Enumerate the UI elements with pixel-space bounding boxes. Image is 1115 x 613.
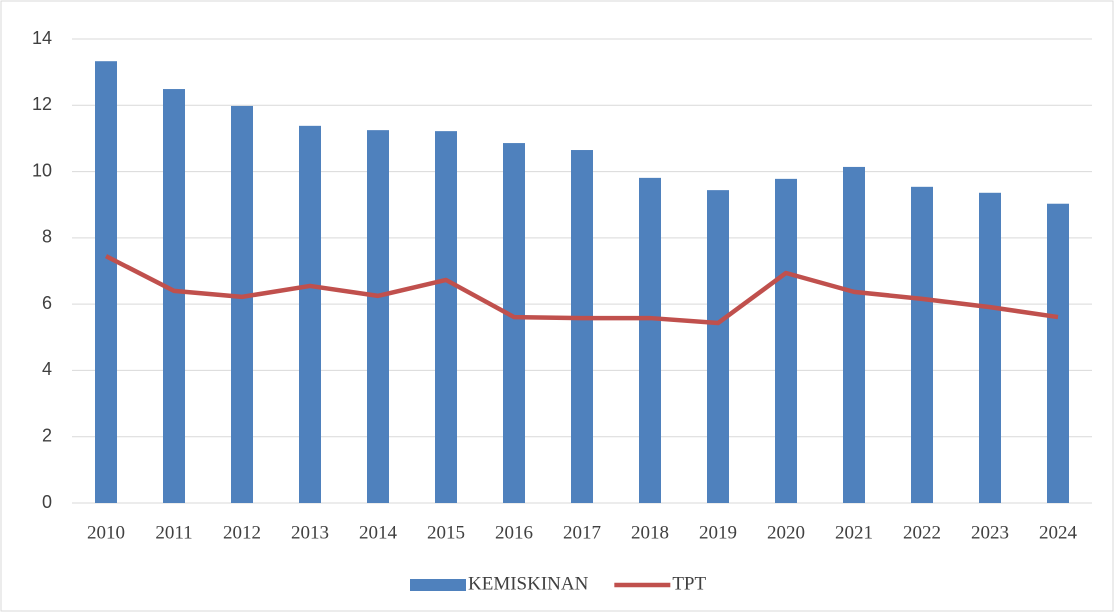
x-tick-label: 2023 — [971, 522, 1009, 543]
bar — [503, 143, 525, 503]
x-tick-label: 2014 — [359, 522, 398, 543]
x-tick-label: 2016 — [495, 522, 533, 543]
x-tick-label: 2010 — [87, 522, 125, 543]
bar — [979, 192, 1001, 504]
y-tick-label: 6 — [42, 293, 52, 313]
legend-label: TPT — [672, 573, 706, 594]
y-tick-label: 8 — [42, 227, 52, 247]
y-tick-label: 2 — [42, 425, 52, 445]
legend-label: KEMISKINAN — [468, 573, 589, 594]
x-tick-label: 2012 — [223, 522, 261, 543]
line — [104, 254, 1059, 326]
bar — [775, 178, 797, 503]
bar — [843, 166, 865, 503]
x-tick-label: 2022 — [903, 522, 941, 543]
bar — [299, 125, 321, 503]
bar — [231, 105, 253, 503]
x-tick-label: 2013 — [291, 522, 329, 543]
legend-swatch — [410, 579, 466, 591]
x-tick-label: 2011 — [155, 522, 192, 543]
bar — [95, 61, 117, 503]
x-tick-label: 2018 — [631, 522, 669, 543]
bar — [707, 190, 729, 504]
bar — [367, 130, 389, 503]
y-tick-label: 12 — [32, 94, 52, 114]
bar — [911, 186, 933, 503]
y-tick-label: 14 — [32, 28, 52, 48]
x-tick-label: 2019 — [699, 522, 737, 543]
bar — [435, 131, 457, 503]
x-tick-label: 2020 — [767, 522, 805, 543]
y-tick-label: 4 — [42, 359, 52, 379]
x-tick-label: 2015 — [427, 522, 465, 543]
bar — [163, 89, 185, 503]
x-tick-label: 2021 — [835, 522, 873, 543]
bar — [571, 150, 593, 503]
y-tick-label: 10 — [32, 160, 52, 180]
x-tick-label: 2017 — [563, 522, 601, 543]
bar — [1047, 203, 1069, 503]
bar — [639, 177, 661, 503]
y-tick-label: 0 — [42, 492, 52, 512]
x-tick-label: 2024 — [1039, 522, 1078, 543]
